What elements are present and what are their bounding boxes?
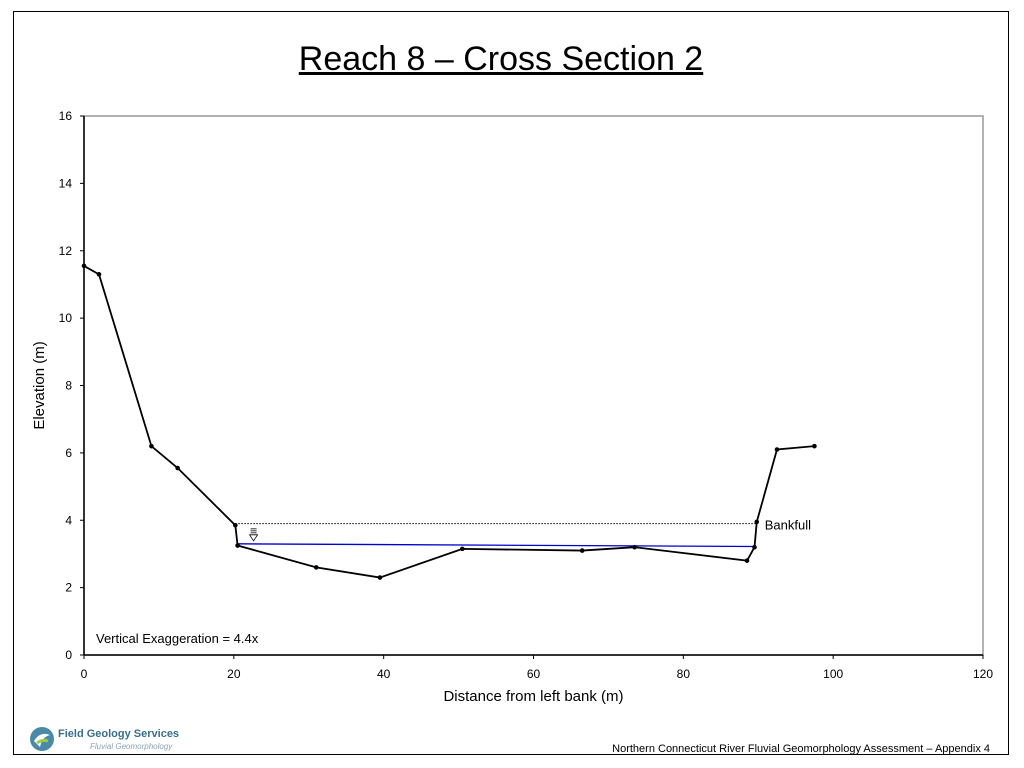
x-tick-label: 60 <box>527 667 541 681</box>
water-level-icon <box>248 534 259 542</box>
x-tick-label: 120 <box>973 667 993 681</box>
profile-point <box>754 519 760 525</box>
bankfull-label: Bankfull <box>765 518 811 533</box>
page-title: Reach 8 – Cross Section 2 <box>298 40 704 78</box>
vertical-exaggeration-label: Vertical Exaggeration = 4.4x <box>96 631 259 646</box>
profile-line <box>83 265 815 579</box>
y-tick-label: 2 <box>65 581 72 595</box>
profile-point <box>632 544 637 550</box>
profile-point <box>233 523 238 528</box>
company-logo: Field Geology Services Fluvial Geomorpho… <box>28 725 188 755</box>
plot-area <box>83 115 984 656</box>
y-tick-label: 12 <box>59 244 73 258</box>
profile-point <box>313 565 319 570</box>
profile-point <box>81 263 87 269</box>
footer-text: Northern Connecticut River Fluvial Geomo… <box>612 743 990 755</box>
profile-point <box>579 548 585 553</box>
profile-point <box>149 443 154 449</box>
logo-tagline: Fluvial Geomorphology <box>90 742 173 751</box>
profile-point <box>812 443 817 449</box>
y-tick-label: 6 <box>65 446 72 460</box>
profile-point <box>744 558 750 563</box>
water-surface-line <box>237 543 755 548</box>
profile-point <box>175 465 180 471</box>
profile-point <box>96 272 102 277</box>
x-tick-label: 100 <box>823 667 843 681</box>
profile-point <box>377 575 383 580</box>
profile-point <box>235 543 240 548</box>
y-tick-label: 0 <box>65 648 72 662</box>
y-tick-label: 14 <box>59 176 73 190</box>
y-tick-label: 4 <box>65 513 72 527</box>
profile-point <box>460 546 465 552</box>
slide-frame <box>13 11 1009 755</box>
profile-point <box>752 544 757 550</box>
x-tick-label: 80 <box>677 667 691 681</box>
y-tick-label: 16 <box>59 109 73 123</box>
x-tick-label: 40 <box>377 667 391 681</box>
profile-point <box>774 447 780 452</box>
x-tick-label: 20 <box>227 667 241 681</box>
y-tick-label: 8 <box>65 379 72 393</box>
logo-swirl-icon <box>30 727 54 751</box>
y-axis-label: Elevation (m) <box>31 341 48 429</box>
y-tick-label: 10 <box>59 311 73 325</box>
x-axis-label: Distance from left bank (m) <box>443 688 623 705</box>
logo-name: Field Geology Services <box>58 728 180 740</box>
x-tick-label: 0 <box>81 667 88 681</box>
